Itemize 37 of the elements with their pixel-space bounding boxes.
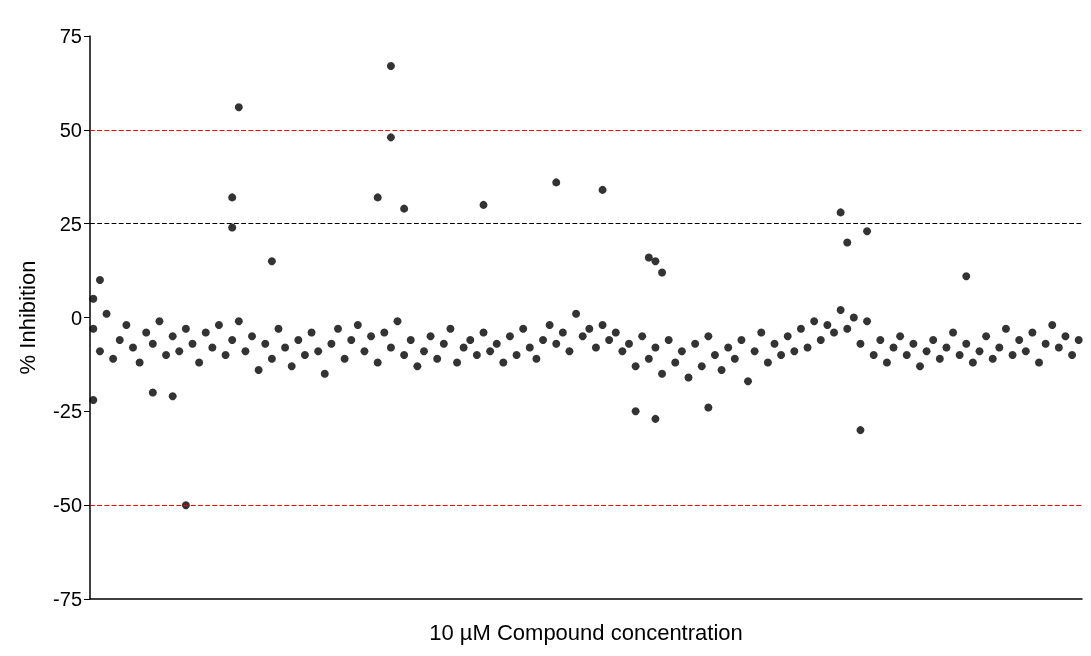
point xyxy=(552,178,561,187)
y-tick-label: 0 xyxy=(70,306,82,329)
point xyxy=(386,62,395,71)
point xyxy=(863,227,872,236)
y-tick-label: -25 xyxy=(53,400,82,423)
point xyxy=(836,208,845,217)
y-tick-label: 75 xyxy=(59,25,82,47)
point xyxy=(89,396,98,405)
point xyxy=(644,253,653,262)
point xyxy=(95,275,104,284)
y-axis-title: % Inhibition xyxy=(14,260,40,375)
point xyxy=(631,407,640,416)
y-tick-label: 25 xyxy=(59,212,82,235)
point xyxy=(228,223,237,232)
point xyxy=(89,294,98,303)
point xyxy=(651,257,660,266)
point xyxy=(856,426,865,435)
point xyxy=(962,272,971,281)
point xyxy=(479,200,488,209)
point xyxy=(843,238,852,247)
point xyxy=(598,185,607,194)
point xyxy=(400,204,409,213)
point xyxy=(658,268,667,277)
point xyxy=(386,133,395,142)
point xyxy=(181,501,190,510)
y-tick-label: -75 xyxy=(53,588,82,610)
point xyxy=(651,414,660,423)
point xyxy=(373,193,382,202)
point xyxy=(234,103,243,112)
y-tick-label: -50 xyxy=(53,494,82,517)
point xyxy=(168,392,177,401)
point xyxy=(228,193,237,202)
point xyxy=(267,257,276,266)
point xyxy=(148,388,157,397)
y-tick-label: 50 xyxy=(59,118,82,141)
x-axis-title: 10 µM Compound concentration xyxy=(429,619,743,645)
point xyxy=(704,403,713,412)
